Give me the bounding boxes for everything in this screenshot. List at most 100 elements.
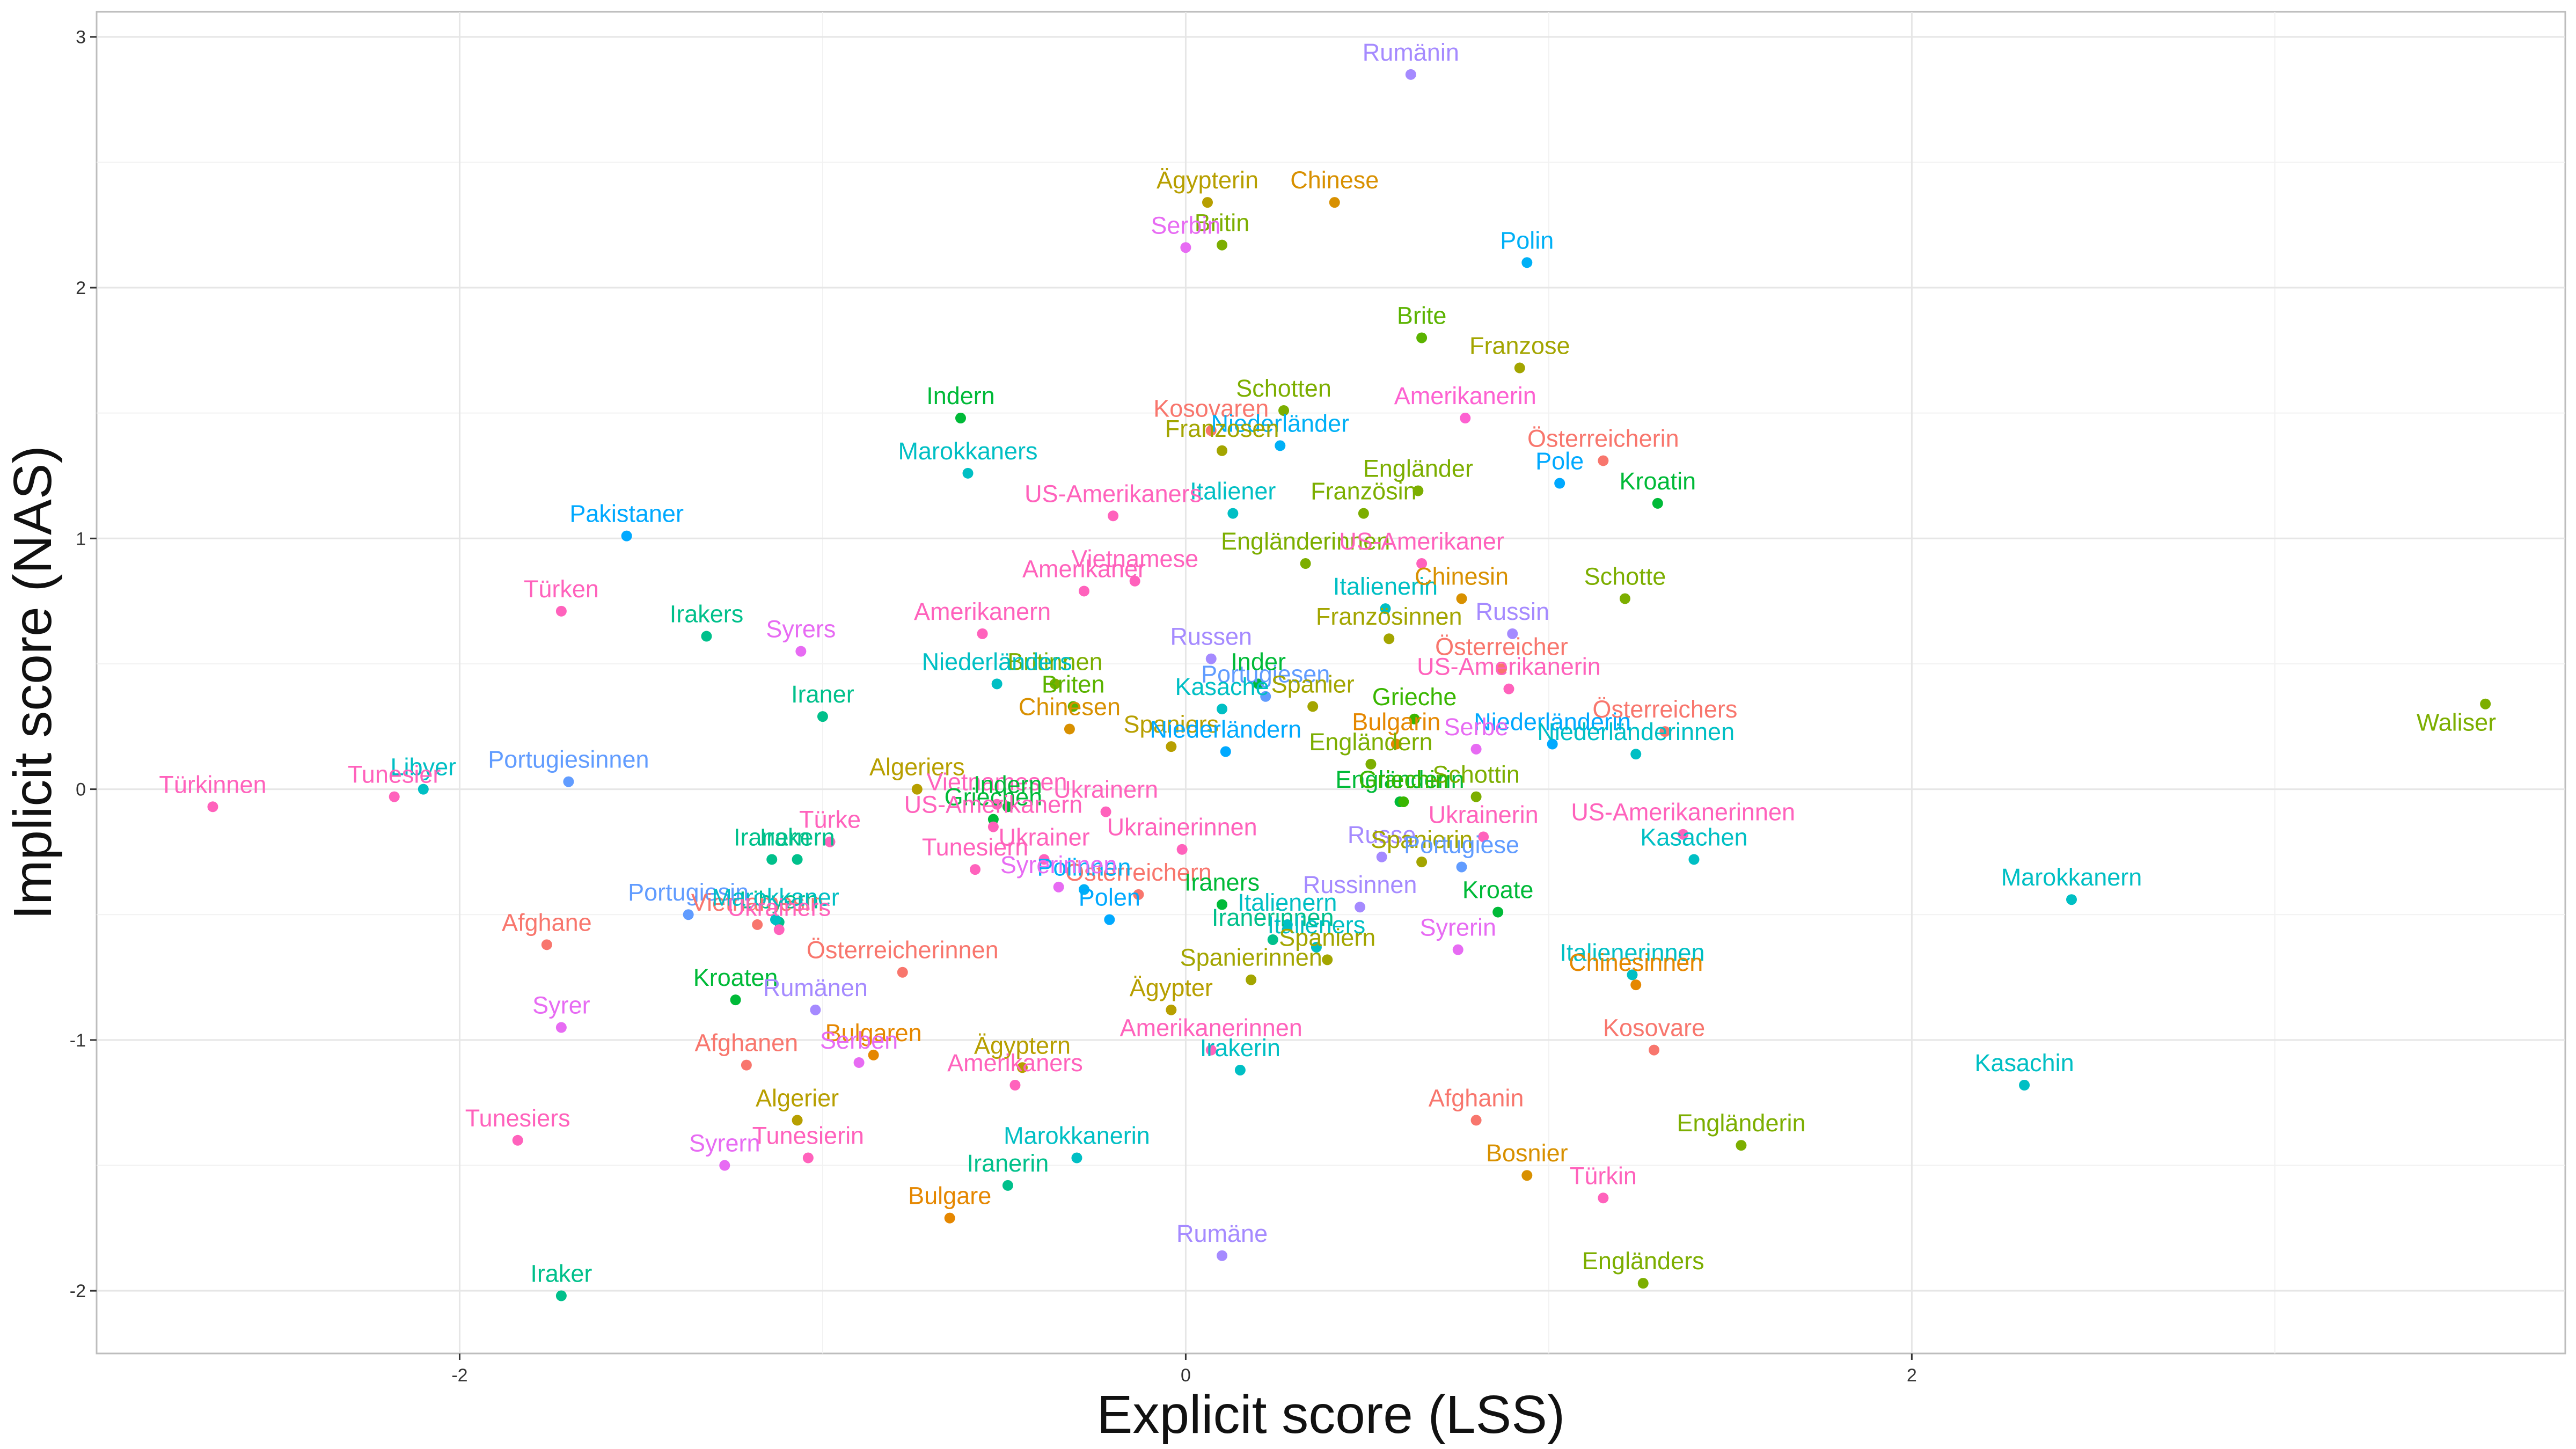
data-point [1365, 758, 1377, 770]
data-point [1416, 857, 1428, 868]
data-point [1456, 593, 1467, 604]
data-label: Britin [1195, 209, 1250, 237]
data-label: US-Amerikanern [904, 791, 1083, 818]
data-label: Türken [524, 575, 599, 603]
data-point [1409, 713, 1420, 724]
data-point [1736, 1140, 1747, 1151]
data-label: Iraners [1184, 869, 1260, 896]
data-point [962, 467, 974, 479]
data-point [555, 605, 567, 617]
data-label: Italiener [1190, 478, 1276, 505]
data-label: Kosovaren [1153, 394, 1269, 422]
data-label: Kosovare [1603, 1014, 1705, 1042]
data-label: Rumänin [1363, 39, 1459, 66]
data-point [2480, 698, 2491, 709]
data-points [207, 69, 2491, 1301]
data-point [1282, 919, 1293, 930]
data-label: Syrer [532, 992, 590, 1019]
data-label: Irakers [670, 601, 744, 628]
data-point [1688, 854, 1700, 865]
data-label: Tunesiern [922, 833, 1028, 861]
data-label: Österreicher [1435, 633, 1568, 660]
data-label: Brite [1397, 302, 1447, 329]
data-point [792, 854, 803, 865]
data-point [1307, 701, 1319, 712]
y-axis-ticks: -2 -1 0 1 2 3 [70, 27, 97, 1301]
data-label: Italieners [1268, 911, 1366, 939]
x-axis-ticks: -2 0 2 [451, 1353, 1917, 1386]
data-point [1104, 914, 1115, 925]
data-point [795, 646, 807, 657]
data-point [1166, 1004, 1177, 1015]
data-label: Polin [1500, 226, 1554, 254]
x-tick-label: 2 [1907, 1365, 1917, 1386]
data-point [512, 1135, 523, 1146]
data-point [621, 530, 632, 541]
data-point [1017, 1062, 1028, 1073]
data-point [701, 631, 712, 642]
data-label: Libyer [391, 753, 457, 781]
data-label: Österreichern [1065, 859, 1212, 886]
y-axis-title: Implicit score (NAS) [3, 445, 63, 919]
data-point [1217, 704, 1228, 715]
data-label: Vietnamesin [691, 889, 824, 916]
data-label: Kroaten [693, 964, 778, 991]
y-tick-label: -1 [70, 1030, 86, 1051]
data-label: Portugiesin [628, 879, 749, 906]
data-point [719, 1160, 730, 1171]
data-point [1521, 257, 1533, 268]
data-label: Rumäne [1176, 1220, 1268, 1247]
data-label: Kasache [1175, 673, 1269, 700]
data-label: Marokkaners [898, 437, 1037, 465]
y-tick-label: 2 [76, 278, 86, 298]
data-label: Syrerinnen [1000, 851, 1117, 879]
data-point [418, 784, 429, 795]
data-point [1470, 791, 1482, 802]
data-label: Engländern [1309, 728, 1432, 756]
data-point [1002, 801, 1013, 813]
data-label: Türke [799, 806, 861, 833]
data-label: Russe [1348, 821, 1416, 848]
data-point [977, 628, 988, 639]
data-label: Russinnen [1303, 871, 1417, 898]
data-label: Kasachen [1640, 823, 1747, 851]
data-point [944, 1212, 955, 1224]
data-label: Türkinnen [159, 771, 266, 798]
data-point [563, 776, 574, 787]
data-label: Vietnamese [1071, 545, 1198, 573]
data-label: Syrern [689, 1130, 760, 1157]
data-point [1619, 593, 1630, 604]
data-label: Iraker [530, 1260, 592, 1287]
data-point [1009, 1080, 1021, 1091]
data-label: Marokkanern [2001, 863, 2142, 891]
data-label: US-Amerikanerinnen [1571, 799, 1795, 826]
data-point [1205, 425, 1217, 436]
data-label: Engländerin [1677, 1109, 1805, 1137]
data-point [683, 909, 694, 920]
data-point [1659, 726, 1671, 737]
data-label: Spaniern [1279, 924, 1375, 951]
data-label: Russin [1475, 598, 1549, 625]
data-label: Marokkaner [712, 884, 839, 911]
data-label: Ägypter [1130, 974, 1213, 1001]
data-point [1416, 332, 1428, 343]
data-point [868, 1049, 879, 1060]
data-point [1311, 941, 1322, 953]
data-label: Griechen [945, 784, 1043, 811]
data-label: Niederländer [1211, 409, 1349, 437]
data-label: Ägypterin [1157, 166, 1258, 194]
data-point [1413, 485, 1424, 496]
data-label: Ukrainerinnen [1107, 814, 1257, 841]
data-point [555, 1290, 567, 1301]
data-label: Serben [820, 1027, 898, 1054]
data-label: Britinnen [1007, 648, 1103, 675]
data-label: Irakern [760, 823, 835, 851]
data-label: Syrerin [1419, 914, 1496, 941]
plot-panel [96, 11, 2566, 1355]
data-point [1217, 1250, 1228, 1261]
data-point [792, 1115, 803, 1126]
data-point [555, 1022, 567, 1033]
data-point [987, 821, 999, 832]
data-label: Ukrainerin [1429, 801, 1539, 828]
